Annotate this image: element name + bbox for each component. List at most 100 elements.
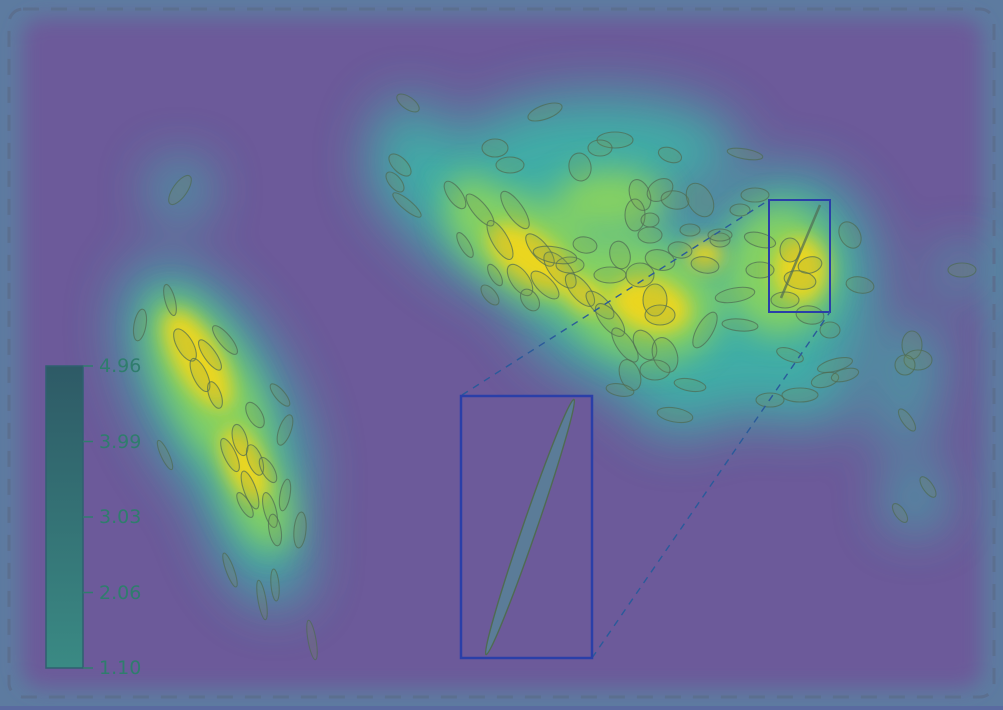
colorbar-tick-label: 2.06 [99, 581, 142, 604]
zoom-inset-glyph [484, 398, 576, 656]
ellipse-glyph [656, 406, 694, 424]
ellipse-glyph [609, 240, 631, 270]
ellipse-glyph [519, 288, 541, 312]
ellipse-glyph [667, 241, 693, 259]
ellipse-glyph [646, 177, 674, 203]
ellipse-glyph [481, 138, 509, 158]
ellipse-glyph [783, 270, 817, 290]
ellipse-glyph [530, 270, 560, 300]
colorbar [45, 365, 84, 669]
ellipse-glyph [306, 619, 318, 661]
ellipse-glyph [487, 263, 503, 287]
ellipse-glyph [456, 232, 474, 258]
ellipse-glyph [443, 180, 467, 210]
heat-blob [880, 330, 940, 390]
ellipse-glyph [486, 219, 514, 261]
ellipse-glyph [830, 367, 860, 383]
ellipse-glyph [163, 283, 177, 317]
heat-blob [610, 277, 690, 333]
heat-blob [370, 100, 450, 220]
ellipse-glyph [845, 276, 875, 294]
ellipse-glyph [740, 187, 770, 203]
ellipse-glyph [236, 492, 254, 518]
ellipse-glyph [816, 357, 854, 373]
ellipse-glyph [168, 174, 192, 206]
ellipse-glyph [198, 339, 222, 371]
heat-blob [445, 175, 495, 235]
ellipse-glyph [269, 383, 291, 407]
ellipse-glyph [593, 266, 627, 284]
ellipse-glyph [729, 203, 751, 217]
heat-blob [555, 170, 665, 230]
ellipse-glyph [385, 171, 405, 193]
ellipse-glyph [692, 311, 718, 349]
ellipse-glyph [624, 198, 646, 232]
ellipse-glyph [262, 491, 278, 529]
ellipse-glyph [212, 325, 238, 355]
ellipse-glyph [776, 347, 804, 363]
ellipse-glyph [388, 153, 412, 177]
ellipse-glyph [572, 236, 598, 254]
ellipse-glyph [897, 408, 917, 432]
ellipse-glyph [894, 354, 916, 376]
ellipse-glyph [465, 193, 495, 227]
ellipse-glyph [240, 470, 260, 510]
ellipse-glyph [618, 359, 642, 391]
dashed-frame [7, 7, 996, 699]
ellipse-glyph [267, 513, 283, 547]
ellipse-glyph [156, 439, 174, 471]
ellipse-glyph [947, 262, 977, 278]
ellipse-glyph [527, 102, 563, 122]
zoom-connector-top [461, 199, 770, 396]
zoom-source-glyph [779, 204, 822, 299]
colorbar-tick-label: 3.03 [99, 506, 142, 528]
ellipse-glyph [293, 511, 307, 549]
ellipse-glyph [903, 349, 933, 371]
ellipse-glyph [901, 330, 923, 360]
ellipse-glyph [657, 146, 683, 164]
heat-blob [460, 95, 740, 205]
ellipse-glyph [673, 377, 707, 393]
ellipse-glyph [245, 401, 265, 429]
ellipse-glyph [278, 478, 292, 512]
ellipse-glyph [256, 579, 268, 621]
heat-blob [936, 250, 984, 290]
ellipse-glyph [611, 327, 639, 363]
ellipse-glyph [721, 318, 759, 332]
ellipse-glyph [770, 291, 800, 309]
ellipse-glyph [132, 308, 148, 342]
ellipse-glyph [525, 233, 555, 267]
ellipse-glyph [679, 223, 701, 237]
ellipse-glyph [707, 228, 733, 242]
ellipse-glyph [532, 245, 578, 265]
ellipse-glyph [495, 156, 525, 174]
ellipse-glyph [838, 221, 862, 249]
ellipse-glyph [819, 321, 841, 339]
ellipse-glyph [797, 256, 823, 274]
ellipse-glyph [745, 261, 775, 279]
ellipse-glyph [506, 263, 534, 297]
zoom-source-box [768, 199, 831, 313]
ellipse-glyph [628, 179, 652, 211]
colorbar-tick-label: 3.99 [99, 430, 142, 453]
ellipse-glyph [781, 387, 819, 403]
heat-blob [221, 427, 269, 503]
heat-blob [887, 470, 943, 530]
heat-blob [640, 385, 720, 435]
ellipse-glyph [637, 226, 663, 244]
ellipse-glyph [685, 182, 715, 218]
heat-blob [881, 392, 929, 448]
heat-blob [152, 162, 208, 218]
zoom-inset-box [459, 394, 594, 660]
ellipse-glyph [480, 284, 500, 306]
ellipse-glyph [392, 192, 422, 218]
ellipse-glyph [568, 152, 592, 182]
ellipse-glyph [605, 383, 635, 397]
ellipse-glyph [660, 190, 690, 210]
ellipse-glyph [690, 256, 720, 274]
ellipse-glyph-layer [132, 93, 977, 661]
ellipse-glyph [270, 568, 280, 602]
ellipse-glyph [639, 359, 671, 381]
ellipse-glyph [651, 337, 679, 373]
